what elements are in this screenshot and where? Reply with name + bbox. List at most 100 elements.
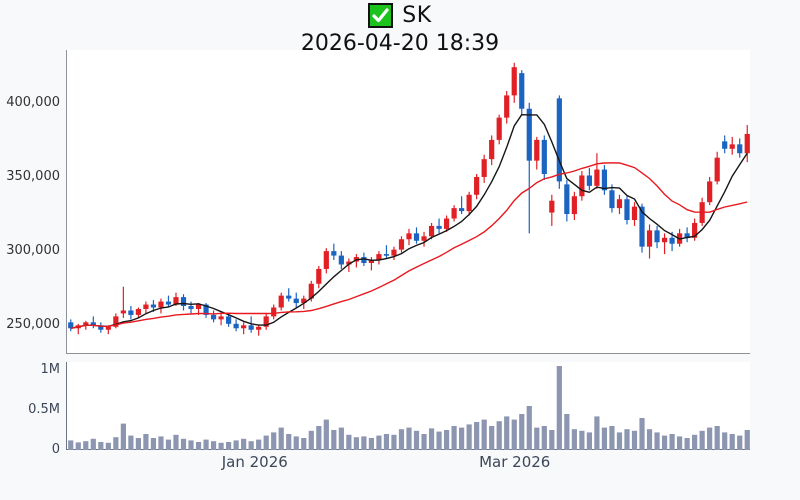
candle-body [180, 297, 187, 307]
candle-body [316, 268, 322, 284]
candle-body [722, 141, 728, 149]
volume-bar [68, 440, 74, 450]
candle-body [707, 181, 713, 203]
candle-body [669, 237, 675, 244]
candle-body [564, 184, 570, 215]
volume-bar [323, 419, 329, 450]
volume-bar [158, 436, 164, 450]
volume-bar [421, 434, 427, 450]
volume-bar [699, 430, 705, 450]
volume-bar [391, 434, 397, 450]
volume-bar [135, 438, 142, 450]
volume-bar [278, 427, 284, 450]
candle-body [654, 230, 660, 243]
candle-body [631, 206, 638, 220]
volume-bar [654, 432, 660, 450]
candle-body [534, 139, 540, 161]
volume-bar [413, 430, 420, 450]
candle-body [241, 325, 247, 329]
candle-body [263, 316, 269, 327]
volume-bar [451, 426, 457, 450]
checked-checkbox-icon[interactable] [368, 3, 394, 28]
candle-body [639, 206, 645, 247]
volume-bar [83, 441, 89, 450]
volume-bar [98, 442, 104, 450]
volume-bar [383, 434, 390, 450]
volume-bar [361, 436, 367, 450]
candle-body [120, 310, 126, 314]
volume-chart-svg [68, 366, 750, 450]
candle-body [278, 295, 284, 308]
candle-body [594, 169, 600, 186]
volume-bar [624, 429, 630, 450]
volume-bar [707, 427, 713, 450]
candle-body [609, 190, 615, 209]
volume-bar [466, 424, 472, 450]
candle-body [226, 316, 232, 324]
date-axis-label: Jan 2026 [221, 453, 288, 471]
volume-bar [376, 435, 382, 450]
candle-body [368, 260, 375, 264]
candle-body [413, 233, 420, 241]
volume-bar [511, 419, 517, 450]
volume-bar [586, 432, 592, 450]
volume-bar [241, 438, 247, 450]
candle-body [143, 304, 149, 309]
candle-body [646, 230, 653, 247]
candle-body [436, 225, 442, 229]
candle-body [210, 314, 217, 320]
volume-bar [541, 426, 547, 450]
date-axis-label: Mar 2026 [479, 453, 551, 471]
volume-bar [188, 440, 194, 450]
volume-bar [128, 435, 134, 450]
volume-bar [143, 434, 149, 450]
candle-body [293, 298, 299, 304]
volume-bar [579, 430, 585, 450]
volume-bar [571, 429, 577, 450]
volume-bar [556, 366, 562, 450]
volume-bar [301, 438, 307, 450]
candle-body [98, 325, 104, 330]
volume-bar [443, 430, 450, 450]
volume-bar [459, 427, 465, 450]
volume-bar [195, 442, 202, 450]
candle-body [714, 157, 720, 182]
candle-body [661, 237, 668, 243]
candle-body [195, 304, 202, 309]
candle-body [459, 208, 465, 212]
volume-bar [338, 427, 344, 450]
volume-bar [368, 438, 375, 450]
candle-body [150, 304, 157, 308]
volume-bar [210, 441, 217, 450]
price-chart-pane [66, 50, 750, 354]
candle-body [421, 236, 427, 241]
volume-bar [346, 434, 352, 450]
candle-body [601, 169, 608, 191]
volume-bar [669, 434, 675, 450]
volume-bar [233, 440, 239, 450]
candle-body [218, 316, 224, 320]
candle-body [496, 117, 502, 140]
volume-bar [113, 437, 119, 450]
candle-body [173, 297, 179, 305]
candle-body [68, 322, 74, 329]
volume-bar [737, 435, 743, 450]
candle-body [737, 144, 743, 154]
candle-body [474, 176, 480, 195]
candle-body [489, 139, 495, 160]
volume-bar [75, 442, 81, 450]
candle-body [90, 322, 96, 326]
volume-bar [436, 431, 442, 450]
volume-bar [293, 436, 299, 450]
candle-body [323, 251, 329, 269]
volume-bar [639, 418, 645, 450]
candle-body [286, 295, 292, 299]
candle-body [684, 233, 690, 238]
volume-bar [519, 414, 525, 450]
candle-body [481, 159, 487, 177]
volume-bar [286, 434, 292, 450]
candle-body [301, 298, 307, 304]
candle-body [549, 200, 555, 213]
volume-bar [676, 436, 683, 450]
candle-body [541, 139, 547, 175]
